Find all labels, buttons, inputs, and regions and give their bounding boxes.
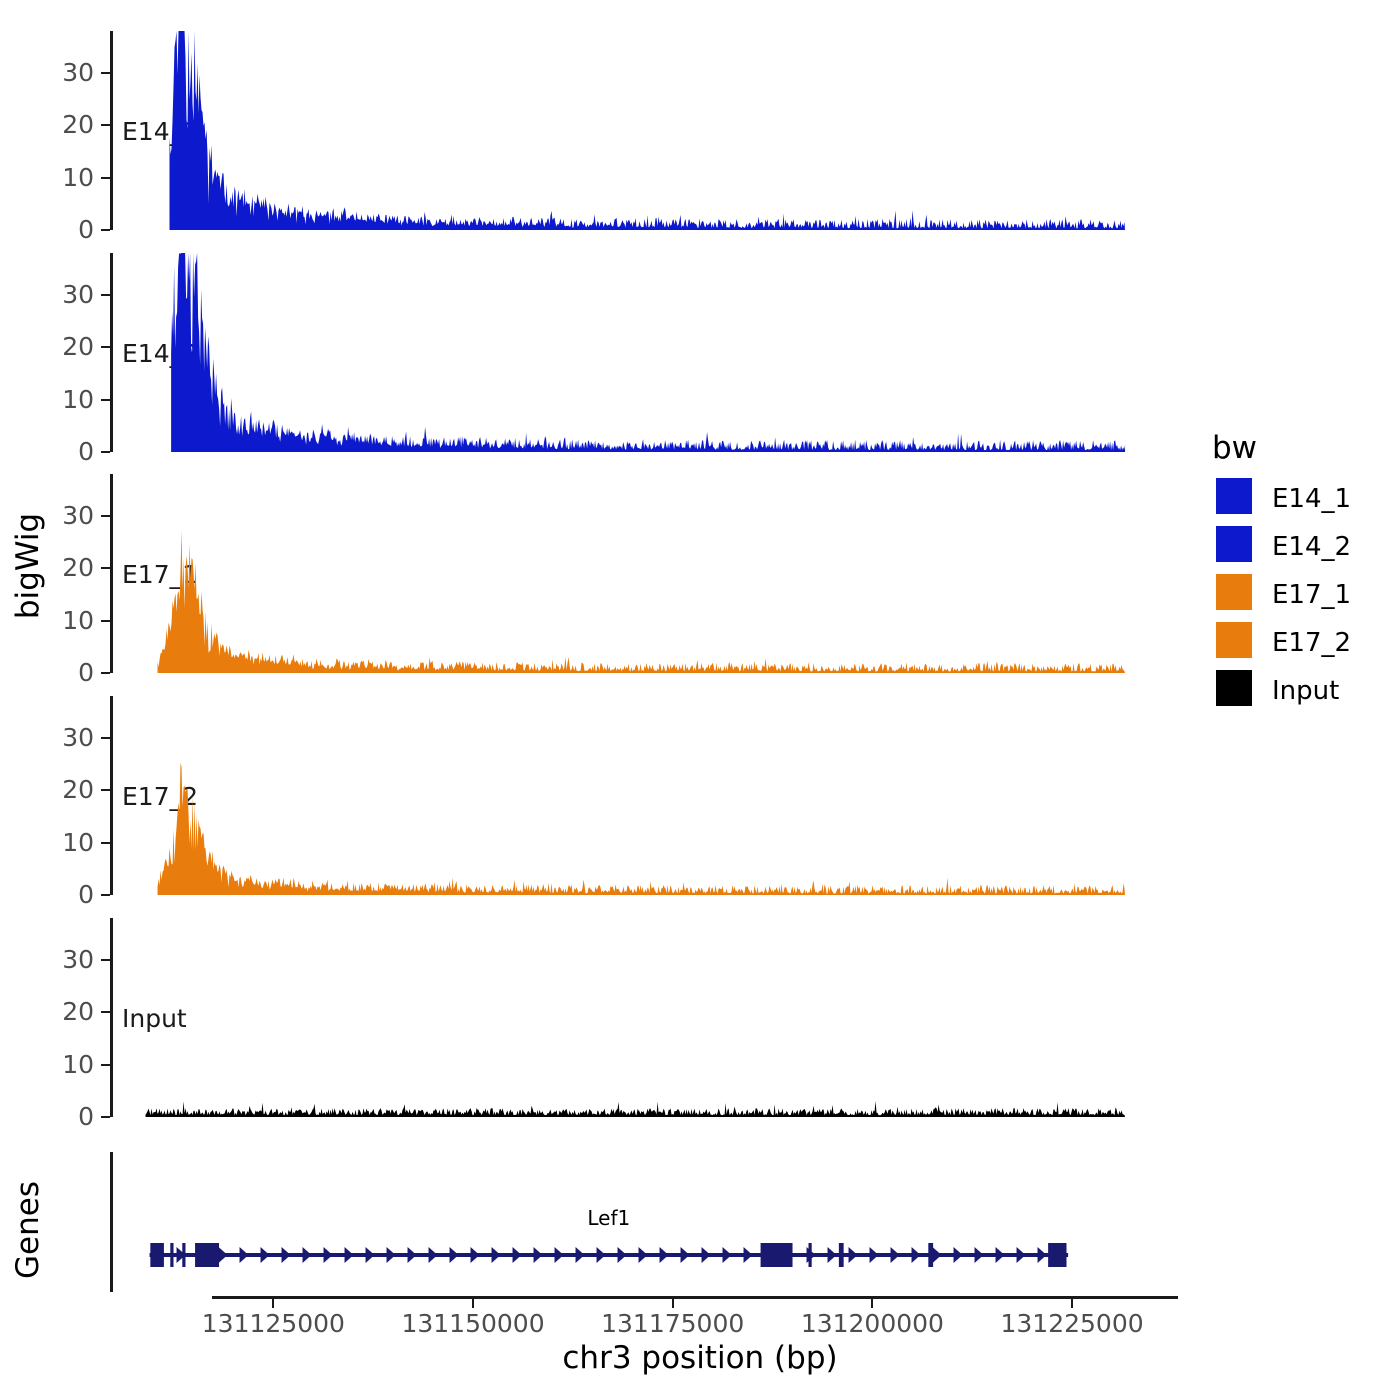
y-tick-mark bbox=[101, 1116, 110, 1118]
y-tick-mark bbox=[101, 124, 110, 127]
x-tick-label: 131175000 bbox=[601, 1309, 745, 1338]
legend-swatch-e14_2[interactable] bbox=[1216, 526, 1252, 562]
y-axis-spine bbox=[110, 918, 113, 1117]
signal-panel-e17_2: 0 10 20 30 E17_2 bbox=[0, 696, 1400, 907]
y-tick-mark bbox=[101, 736, 110, 739]
signal-panel-input: 0 10 20 30 Input bbox=[0, 918, 1400, 1129]
signal-area-e17_1 bbox=[157, 529, 1125, 673]
y-tick-mark bbox=[101, 514, 110, 517]
gene-track-panel: Lef1 bbox=[0, 1148, 1400, 1298]
x-axis-line bbox=[212, 1296, 1178, 1299]
legend-label-e17_2: E17_2 bbox=[1272, 628, 1352, 658]
y-tick-mark bbox=[101, 398, 110, 401]
y-tick-label: 20 bbox=[62, 332, 94, 362]
y-tick-label: 0 bbox=[78, 215, 94, 244]
y-tick-mark bbox=[101, 346, 110, 349]
y-tick-label: 30 bbox=[62, 944, 94, 974]
legend-swatch-e17_1[interactable] bbox=[1216, 574, 1252, 610]
y-tick-label: 30 bbox=[62, 279, 94, 309]
y-tick-label: 30 bbox=[62, 500, 94, 530]
y-axis-spine bbox=[110, 253, 113, 452]
y-axis-spine bbox=[110, 696, 113, 895]
gene-model bbox=[149, 1243, 1069, 1267]
y-tick-label: 0 bbox=[78, 880, 94, 909]
y-tick-mark bbox=[101, 176, 110, 179]
x-tick-mark bbox=[671, 1299, 674, 1308]
signal-area-e14_1 bbox=[169, 31, 1125, 230]
x-tick-mark bbox=[472, 1299, 475, 1308]
legend-label-e17_1: E17_1 bbox=[1272, 580, 1352, 610]
x-tick-label: 131125000 bbox=[201, 1309, 345, 1338]
signal-panel-e14_1: 0 10 20 30 E14_1 bbox=[0, 31, 1400, 242]
y-tick-mark bbox=[101, 619, 110, 622]
legend-swatch-e17_2[interactable] bbox=[1216, 622, 1252, 658]
y-tick-mark bbox=[101, 958, 110, 961]
y-tick-label: 10 bbox=[62, 1049, 94, 1079]
y-tick-mark bbox=[101, 1063, 110, 1066]
y-tick-label: 10 bbox=[62, 605, 94, 635]
signal-panel-e17_1: 0 10 20 30 E17_1 bbox=[0, 474, 1400, 685]
x-tick-label: 131200000 bbox=[800, 1309, 944, 1338]
signal-area-input bbox=[145, 1100, 1126, 1117]
y-tick-label: 0 bbox=[78, 1102, 94, 1131]
y-axis-spine bbox=[110, 31, 113, 230]
gene-label: Lef1 bbox=[587, 1206, 631, 1230]
signal-area-e17_2 bbox=[157, 762, 1125, 895]
y-tick-label: 20 bbox=[62, 775, 94, 805]
y-tick-label: 20 bbox=[62, 997, 94, 1027]
y-tick-label: 20 bbox=[62, 553, 94, 583]
legend-swatch-input[interactable] bbox=[1216, 670, 1252, 706]
y-tick-mark bbox=[101, 789, 110, 792]
y-tick-label: 0 bbox=[78, 658, 94, 687]
y-tick-mark bbox=[101, 894, 110, 896]
y-tick-mark bbox=[101, 229, 110, 231]
legend-label-e14_1: E14_1 bbox=[1272, 484, 1352, 514]
y-tick-label: 10 bbox=[62, 162, 94, 192]
y-tick-label: 10 bbox=[62, 384, 94, 414]
legend-title: bw bbox=[1212, 430, 1258, 466]
x-tick-mark bbox=[272, 1299, 275, 1308]
x-tick-mark bbox=[1071, 1299, 1074, 1308]
track-label-input: Input bbox=[122, 1003, 187, 1033]
signal-area-e14_2 bbox=[171, 253, 1126, 452]
y-tick-label: 30 bbox=[62, 57, 94, 87]
x-tick-label: 131150000 bbox=[401, 1309, 545, 1338]
x-tick-mark bbox=[871, 1299, 874, 1308]
y-tick-label: 0 bbox=[78, 437, 94, 466]
y-tick-mark bbox=[101, 672, 110, 674]
y-tick-label: 10 bbox=[62, 827, 94, 857]
legend-swatch-e14_1[interactable] bbox=[1216, 478, 1252, 514]
x-axis-title: chr3 position (bp) bbox=[562, 1340, 838, 1376]
signal-panel-e14_2: 0 10 20 30 E14_2 bbox=[0, 253, 1400, 464]
y-tick-mark bbox=[101, 293, 110, 296]
y-tick-mark bbox=[101, 567, 110, 570]
y-tick-label: 20 bbox=[62, 110, 94, 140]
y-tick-label: 30 bbox=[62, 722, 94, 752]
y-axis-spine bbox=[110, 474, 113, 673]
gene-axis-spine bbox=[110, 1152, 113, 1292]
y-tick-mark bbox=[101, 841, 110, 844]
y-tick-mark bbox=[101, 1011, 110, 1014]
x-tick-label: 131225000 bbox=[1000, 1309, 1144, 1338]
legend-label-e14_2: E14_2 bbox=[1272, 532, 1352, 562]
y-tick-mark bbox=[101, 451, 110, 453]
y-tick-mark bbox=[101, 71, 110, 74]
legend-label-input: Input bbox=[1272, 676, 1340, 706]
